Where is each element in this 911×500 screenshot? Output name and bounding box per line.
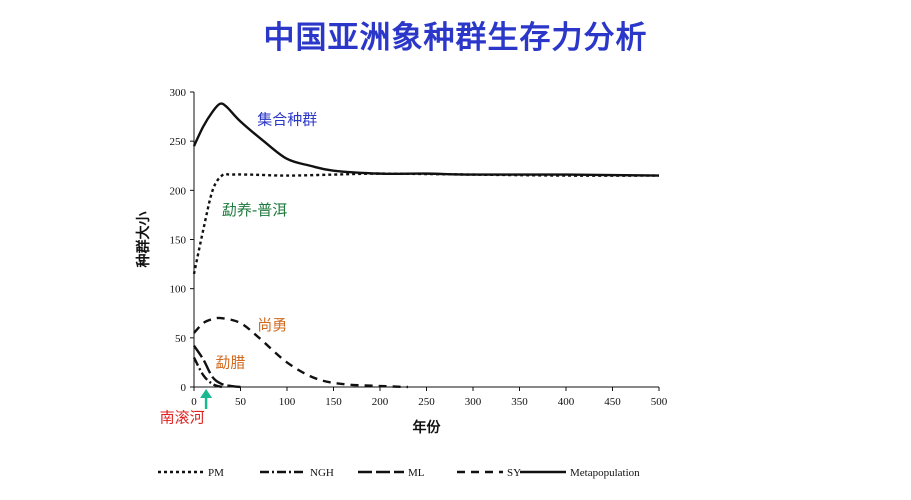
x-tick-label: 50: [235, 396, 247, 408]
y-tick-label: 300: [170, 87, 187, 99]
axes: [190, 91, 660, 391]
x-tick-label: 100: [279, 396, 296, 408]
y-axis-title: 种群大小: [135, 212, 152, 269]
series-line-ngh: [192, 356, 223, 389]
series-annotation: 集合种群: [257, 110, 317, 128]
x-tick-label: 0: [191, 396, 197, 408]
y-tick-label: 50: [175, 333, 187, 345]
x-tick-label: 300: [465, 396, 482, 408]
legend-label: PM: [208, 467, 224, 479]
x-tick-label: 450: [604, 396, 621, 408]
legend-label: Metapopulation: [570, 467, 640, 479]
series-annotation: 尚勇: [257, 316, 287, 334]
legend-label: SY: [507, 467, 521, 479]
series-annotation: 勐养-普洱: [222, 201, 287, 219]
y-tick-label: 0: [181, 382, 187, 394]
x-axis-title: 年份: [413, 419, 442, 436]
y-tick-label: 250: [170, 136, 187, 148]
x-tick-label: 250: [418, 396, 435, 408]
y-tick-label: 100: [170, 284, 187, 296]
tick-labels: 0 50 100 150 200 250 300 350 400 450 500 0 50 100 150 2…: [170, 87, 668, 408]
x-tick-label: 350: [511, 396, 528, 408]
legend-label: NGH: [310, 467, 334, 479]
series-line-ml: [193, 345, 241, 389]
series-line-pm: [192, 172, 660, 275]
y-tick-label: 150: [170, 235, 187, 247]
series-annotation: 南滚河: [160, 408, 205, 426]
x-tick-label: 400: [558, 396, 575, 408]
series-line-metapopulation: [192, 102, 660, 177]
series-lines: [192, 102, 660, 389]
page-title: 中国亚洲象种群生存力分析: [263, 20, 648, 56]
legend-label: ML: [408, 467, 425, 479]
legend: PM NGH ML SY Metapopulation: [158, 467, 640, 479]
arrow-icon: [200, 389, 213, 398]
x-tick-label: 200: [372, 396, 389, 408]
x-tick-label: 150: [325, 396, 342, 408]
series-line-sy: [193, 316, 408, 389]
series-annotation: 勐腊: [215, 353, 245, 371]
y-tick-label: 200: [170, 185, 187, 197]
x-tick-label: 500: [651, 396, 668, 408]
